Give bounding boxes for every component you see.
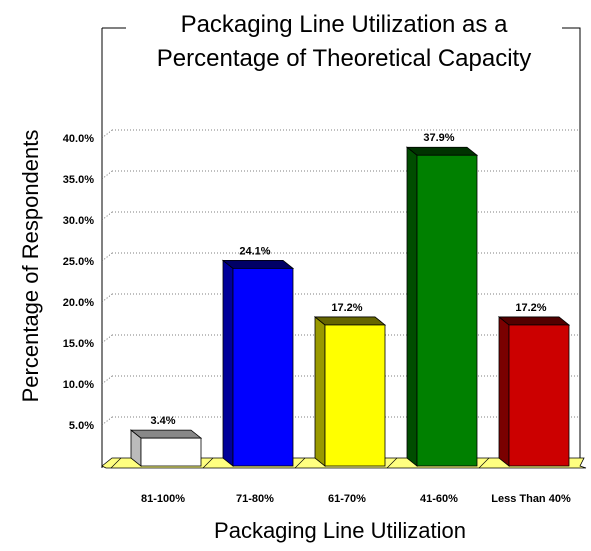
floor-separator — [202, 457, 214, 469]
floor-separator — [110, 457, 122, 469]
y-tick-label: 35.0% — [63, 174, 94, 186]
x-category-label: Less Than 40% — [491, 493, 571, 505]
gridlines — [101, 129, 578, 426]
y-tick-label: 20.0% — [63, 297, 94, 309]
gridline-depth — [101, 252, 113, 262]
y-tick-label: 40.0% — [63, 133, 94, 145]
y-axis-title: Percentage of Respondents — [18, 130, 43, 403]
bar-side — [498, 316, 510, 467]
y-tick-label: 15.0% — [63, 338, 94, 350]
y-tick-label: 10.0% — [63, 379, 94, 391]
bar-4 — [405, 146, 479, 467]
title-backdrop — [126, 6, 562, 74]
bar-front — [508, 324, 570, 467]
bar-front — [416, 154, 478, 467]
bar-front — [324, 324, 386, 467]
bar-top — [405, 146, 479, 156]
bar-front — [140, 437, 202, 467]
x-category-label: 81-100% — [141, 493, 185, 505]
floor-separator — [294, 457, 306, 469]
bar-5 — [497, 316, 571, 467]
bar-top — [221, 259, 295, 269]
data-labels: 3.4% 24.1% 17.2% 37.9% 17.2% — [150, 132, 546, 427]
data-label: 3.4% — [150, 415, 175, 427]
gridline-depth — [101, 375, 113, 385]
chart-title-line-2: Percentage of Theoretical Capacity — [157, 45, 531, 72]
y-tick-label: 30.0% — [63, 215, 94, 227]
x-category-label: 41-60% — [420, 493, 458, 505]
data-label: 24.1% — [239, 245, 270, 257]
x-category-label: 61-70% — [328, 493, 366, 505]
floor-separator — [478, 457, 490, 469]
bar-top — [313, 316, 387, 326]
data-label: 37.9% — [423, 132, 454, 144]
gridline-depth — [101, 170, 113, 180]
gridline-depth — [101, 211, 113, 221]
y-tick-label: 5.0% — [69, 420, 94, 432]
bar-front — [232, 267, 294, 467]
floor-separator — [386, 457, 398, 469]
chart-title-line-1: Packaging Line Utilization as a — [181, 11, 509, 38]
bars — [129, 146, 571, 467]
x-category-label: 71-80% — [236, 493, 274, 505]
x-axis-title: Packaging Line Utilization — [214, 518, 466, 543]
y-tick-label: 25.0% — [63, 256, 94, 268]
bar-side — [222, 259, 234, 467]
data-label: 17.2% — [515, 302, 546, 314]
x-category-labels: 81-100% 71-80% 61-70% 41-60% Less Than 40% — [141, 493, 571, 505]
bar-top — [129, 429, 203, 439]
bar-top — [497, 316, 571, 326]
gridline-depth — [101, 416, 113, 426]
gridline-depth — [101, 293, 113, 303]
gridline-depth — [101, 129, 113, 139]
bar-side — [314, 316, 326, 467]
bar-2 — [221, 259, 295, 467]
bar-3 — [313, 316, 387, 467]
bar-side — [406, 146, 418, 467]
bar-1 — [129, 429, 203, 467]
data-label: 17.2% — [331, 302, 362, 314]
gridline-depth — [101, 334, 113, 344]
y-tick-labels: 5.0% 10.0% 15.0% 20.0% 25.0% 30.0% 35.0% 40.0% — [63, 133, 94, 432]
